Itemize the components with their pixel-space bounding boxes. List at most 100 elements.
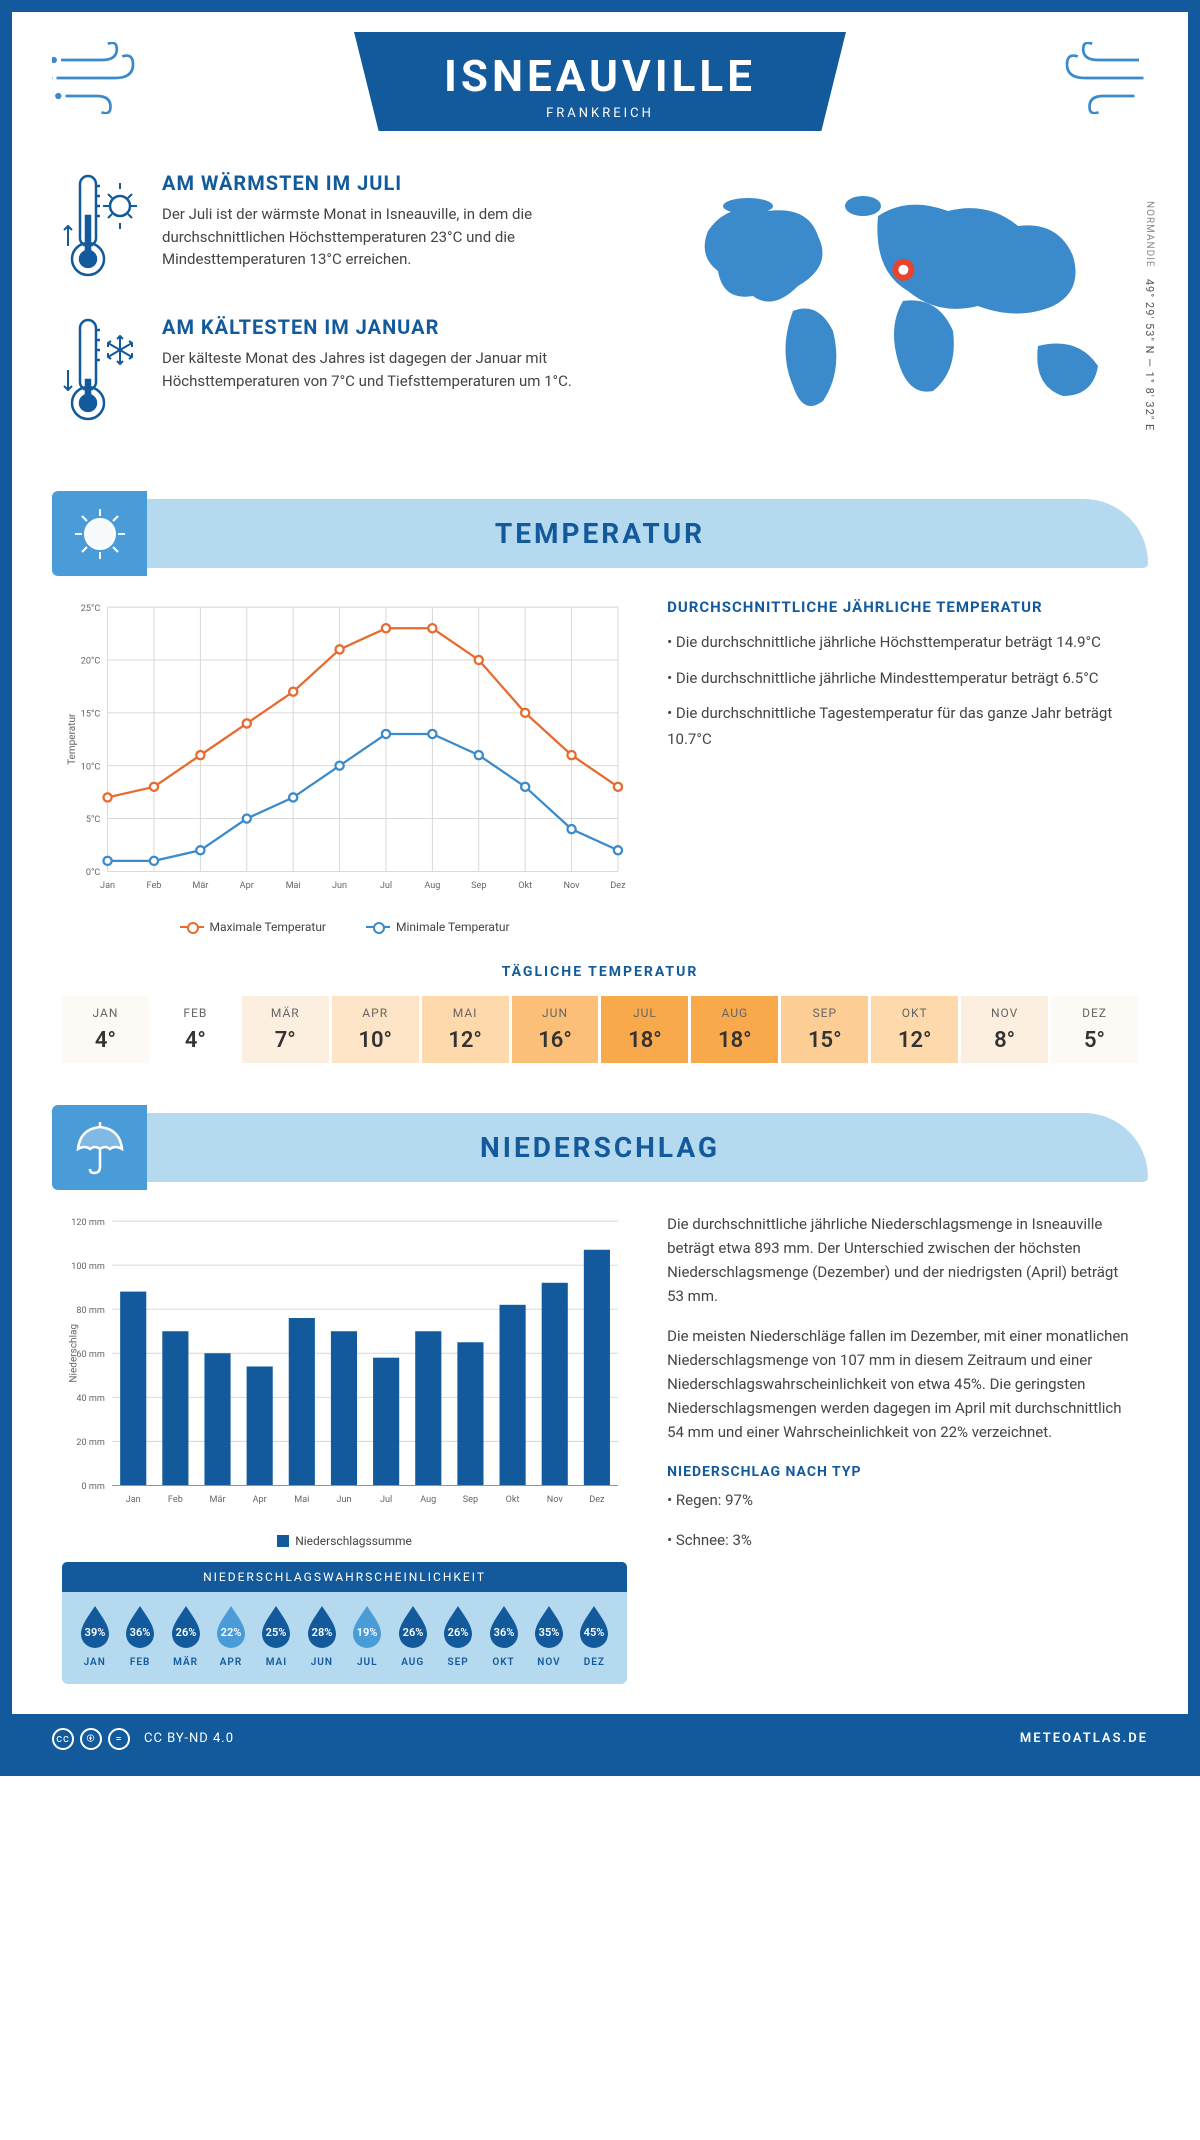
svg-text:25%: 25%	[266, 1626, 287, 1639]
location-marker-icon	[892, 259, 914, 281]
svg-text:Jan: Jan	[100, 881, 115, 891]
svg-text:Jun: Jun	[332, 881, 347, 891]
daily-temp-cell: JUN16°	[512, 996, 599, 1063]
probability-drop: 45%DEZ	[574, 1604, 615, 1668]
coldest-text: Der kälteste Monat des Jahres ist dagege…	[162, 347, 648, 392]
svg-text:19%: 19%	[357, 1626, 378, 1639]
probability-drop: 36%FEB	[119, 1604, 160, 1668]
svg-text:Jun: Jun	[336, 1495, 351, 1505]
svg-text:Aug: Aug	[424, 881, 440, 891]
svg-text:120 mm: 120 mm	[71, 1218, 105, 1228]
daily-temp-cell: JAN4°	[62, 996, 149, 1063]
page-title: ISNEAUVILLE	[444, 50, 756, 102]
svg-text:Mai: Mai	[286, 881, 301, 891]
svg-text:36%: 36%	[130, 1626, 151, 1639]
svg-text:10°C: 10°C	[81, 762, 101, 772]
title-ribbon: ISNEAUVILLE FRANKREICH	[354, 32, 846, 131]
precip-info-box: Die durchschnittliche jährliche Niedersc…	[667, 1212, 1138, 1684]
daily-temp-title: TÄGLICHE TEMPERATUR	[62, 964, 1138, 980]
svg-text:100 mm: 100 mm	[71, 1262, 105, 1272]
svg-text:Okt: Okt	[506, 1495, 520, 1505]
svg-text:Temperatur: Temperatur	[67, 713, 78, 765]
probability-drop: 26%SEP	[437, 1604, 478, 1668]
thermometer-hot-icon	[62, 171, 142, 285]
probability-drop: 39%JAN	[74, 1604, 115, 1668]
temp-section-title: TEMPERATUR	[52, 517, 1148, 550]
coldest-block: AM KÄLTESTEN IM JANUAR Der kälteste Mona…	[62, 315, 648, 429]
footer: cc🅯= CC BY-ND 4.0 METEOATLAS.DE	[12, 1714, 1188, 1764]
daily-temp-cell: MAI12°	[422, 996, 509, 1063]
svg-text:26%: 26%	[448, 1626, 469, 1639]
probability-drop: 22%APR	[210, 1604, 251, 1668]
probability-drop: 36%OKT	[483, 1604, 524, 1668]
probability-drop: 25%MAI	[256, 1604, 297, 1668]
svg-text:Feb: Feb	[168, 1495, 183, 1505]
svg-text:Sep: Sep	[471, 881, 486, 891]
daily-temp-cell: JUL18°	[601, 996, 688, 1063]
svg-text:Jul: Jul	[380, 1495, 392, 1505]
coldest-title: AM KÄLTESTEN IM JANUAR	[162, 315, 648, 339]
temp-info-box: DURCHSCHNITTLICHE JÄHRLICHE TEMPERATUR •…	[667, 598, 1138, 934]
prob-title: NIEDERSCHLAGSWAHRSCHEINLICHKEIT	[62, 1562, 627, 1592]
svg-text:60 mm: 60 mm	[76, 1350, 104, 1360]
source-label: METEOATLAS.DE	[1020, 1731, 1148, 1746]
license-label: CC BY-ND 4.0	[144, 1731, 234, 1746]
svg-text:Feb: Feb	[147, 881, 162, 891]
thermometer-cold-icon	[62, 315, 142, 429]
precipitation-probability-box: NIEDERSCHLAGSWAHRSCHEINLICHKEIT 39%JAN36…	[62, 1562, 627, 1684]
svg-text:26%: 26%	[175, 1626, 196, 1639]
svg-text:36%: 36%	[493, 1626, 514, 1639]
daily-temp-cell: SEP15°	[781, 996, 868, 1063]
svg-text:39%: 39%	[84, 1626, 105, 1639]
precip-type-title: NIEDERSCHLAG NACH TYP	[667, 1464, 1138, 1480]
probability-drop: 28%JUN	[301, 1604, 342, 1668]
daily-temp-cell: FEB4°	[152, 996, 239, 1063]
svg-text:Apr: Apr	[253, 1495, 267, 1505]
svg-text:Apr: Apr	[240, 881, 254, 891]
svg-text:Nov: Nov	[547, 1495, 564, 1505]
probability-drop: 26%AUG	[392, 1604, 433, 1668]
svg-text:Nov: Nov	[564, 881, 581, 891]
precipitation-section-header: NIEDERSCHLAG	[52, 1113, 1148, 1182]
daily-temp-cell: NOV8°	[961, 996, 1048, 1063]
svg-text:0°C: 0°C	[86, 868, 101, 878]
svg-text:Mär: Mär	[210, 1495, 226, 1505]
warmest-block: AM WÄRMSTEN IM JULI Der Juli ist der wär…	[62, 171, 648, 285]
probability-drop: 19%JUL	[347, 1604, 388, 1668]
svg-text:20°C: 20°C	[81, 657, 101, 667]
precip-chart-legend: Niederschlagssumme	[62, 1534, 627, 1548]
warmest-title: AM WÄRMSTEN IM JULI	[162, 171, 648, 195]
header: ISNEAUVILLE FRANKREICH	[12, 12, 1188, 141]
svg-text:25°C: 25°C	[81, 604, 101, 614]
wind-icon	[52, 42, 142, 112]
coordinates: NORMANDIE 49° 29' 53" N — 1° 8' 32" E	[1143, 201, 1156, 431]
temp-info-title: DURCHSCHNITTLICHE JÄHRLICHE TEMPERATUR	[667, 598, 1138, 616]
svg-text:Niederschlag: Niederschlag	[69, 1324, 80, 1383]
svg-text:Mär: Mär	[192, 881, 208, 891]
svg-text:35%: 35%	[539, 1626, 560, 1639]
svg-text:28%: 28%	[311, 1626, 332, 1639]
precipitation-bar-chart: 0 mm20 mm40 mm60 mm80 mm100 mm120 mmJanF…	[62, 1212, 627, 1548]
svg-text:Mai: Mai	[294, 1495, 309, 1505]
svg-text:80 mm: 80 mm	[76, 1306, 104, 1316]
umbrella-icon	[52, 1105, 147, 1190]
temp-chart-legend: .lg-line[style*="e86a2f"]::after{border-…	[62, 920, 627, 934]
svg-text:Jan: Jan	[126, 1495, 141, 1505]
temperature-section-header: TEMPERATUR	[52, 499, 1148, 568]
cc-icons: cc🅯=	[52, 1728, 130, 1750]
daily-temp-cell: DEZ5°	[1051, 996, 1138, 1063]
svg-text:Sep: Sep	[463, 1495, 478, 1505]
daily-temp-cell: AUG18°	[691, 996, 778, 1063]
daily-temp-cell: OKT12°	[871, 996, 958, 1063]
warmest-text: Der Juli ist der wärmste Monat in Isneau…	[162, 203, 648, 271]
svg-text:Dez: Dez	[610, 881, 626, 891]
world-map: NORMANDIE 49° 29' 53" N — 1° 8' 32" E	[678, 171, 1138, 459]
svg-text:40 mm: 40 mm	[76, 1394, 104, 1404]
daily-temp-table: TÄGLICHE TEMPERATUR JAN4°FEB4°MÄR7°APR10…	[12, 964, 1188, 1093]
svg-text:45%: 45%	[584, 1626, 605, 1639]
precip-section-title: NIEDERSCHLAG	[52, 1131, 1148, 1164]
svg-text:26%: 26%	[402, 1626, 423, 1639]
country-label: FRANKREICH	[444, 106, 756, 121]
svg-text:Jul: Jul	[380, 881, 392, 891]
svg-text:Dez: Dez	[589, 1495, 605, 1505]
